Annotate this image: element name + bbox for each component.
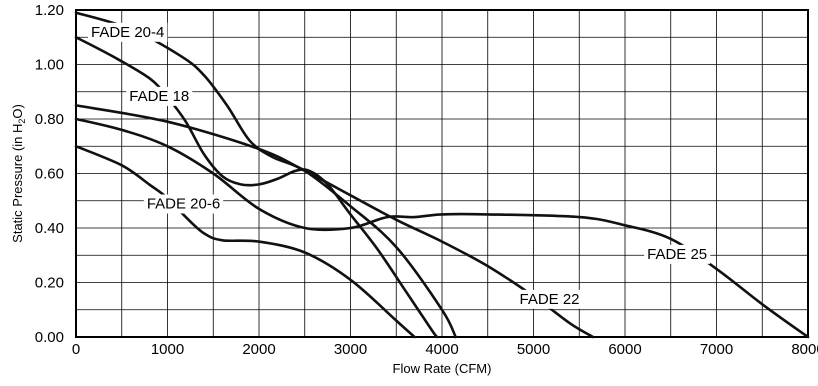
series-label-layer: FADE 20-4 FADE 18 FADE 20-6 FADE 25 FADE 22 xyxy=(88,22,711,309)
series-label-fade-22: FADE 22 xyxy=(516,289,583,309)
x-tick-label: 5000 xyxy=(517,341,550,358)
x-axis-title: Flow Rate (CFM) xyxy=(393,361,492,376)
series-label-fade-20-6: FADE 20-6 xyxy=(143,194,224,214)
y-axis-title: Static Pressure (in H2O) xyxy=(10,104,27,243)
plot-frame xyxy=(75,9,809,338)
series-label-background xyxy=(644,244,711,264)
x-tick-label: 1000 xyxy=(151,341,184,358)
series-label-background xyxy=(126,86,193,106)
y-tick-label: 1.00 xyxy=(35,57,64,74)
series-label-text: FADE 22 xyxy=(519,291,579,308)
x-tick-label: 6000 xyxy=(608,341,641,358)
x-tick-label: 0 xyxy=(72,341,80,358)
x-tick-label: 7000 xyxy=(700,341,733,358)
series-line-fade-20-6 xyxy=(74,145,416,339)
y-axis-title-main: Static Pressure (in H xyxy=(10,124,25,243)
series-label-text: FADE 20-4 xyxy=(91,24,164,41)
x-tick-label: 2000 xyxy=(242,341,275,358)
y-tick-label: 0.20 xyxy=(35,275,64,292)
series-line-fade-20-4 xyxy=(74,11,457,339)
series-line-fade-18 xyxy=(74,36,439,339)
y-tick-label: 0.00 xyxy=(35,329,64,346)
series-label-text: FADE 20-6 xyxy=(147,195,220,212)
y-axis-title-subscript: 2 xyxy=(17,119,27,124)
y-tick-label: 0.60 xyxy=(35,166,64,183)
x-tick-label: 4000 xyxy=(425,341,458,358)
y-tick-label: 0.80 xyxy=(35,111,64,128)
y-axis-title-tail: O) xyxy=(10,104,25,118)
series-label-background xyxy=(143,194,224,214)
series-label-background xyxy=(88,22,168,42)
grid-layer xyxy=(76,10,808,337)
series-label-fade-20-4: FADE 20-4 xyxy=(88,22,168,42)
y-tick-label: 0.40 xyxy=(35,220,64,237)
series-label-fade-25: FADE 25 xyxy=(644,244,711,264)
series-label-text: FADE 18 xyxy=(129,88,189,105)
series-label-text: FADE 25 xyxy=(647,246,707,263)
x-tick-label: 3000 xyxy=(334,341,367,358)
series-label-fade-18: FADE 18 xyxy=(126,86,193,106)
y-tick-label: 1.20 xyxy=(35,2,64,19)
series-label-background xyxy=(516,289,583,309)
